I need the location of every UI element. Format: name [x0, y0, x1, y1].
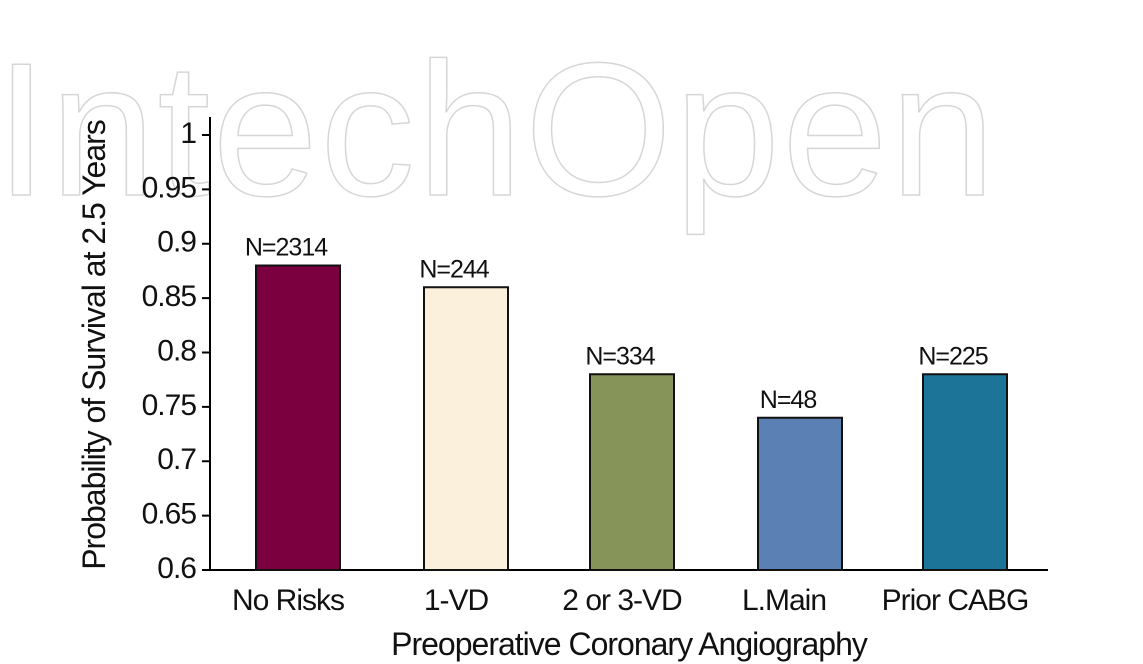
bar: [922, 373, 1008, 571]
watermark: IntechOpen: [0, 24, 997, 236]
bar: [255, 264, 341, 571]
y-tick-label: 0.65: [142, 498, 197, 531]
bar: [757, 416, 843, 571]
bar-annotation: N=244: [419, 255, 489, 283]
x-tick-label: No Risks: [232, 584, 344, 617]
bar: [589, 373, 675, 571]
bar-annotation: N=2314: [245, 234, 328, 262]
x-tick-label: Prior CABG: [882, 584, 1029, 617]
y-tick-label: 1: [180, 117, 196, 150]
x-tick-label: 1-VD: [424, 584, 489, 617]
x-tick-label: L.Main: [742, 584, 826, 617]
x-tick-label: 2 or 3-VD: [562, 584, 682, 617]
y-tick-label: 0.9: [157, 226, 196, 259]
bar: [423, 286, 509, 571]
bar-annotation: N=225: [918, 342, 987, 370]
y-axis-title: Probability of Survival at 2.5 Years: [76, 120, 112, 570]
y-tick-label: 0.6: [157, 552, 196, 585]
x-axis-title: Preoperative Coronary Angiography: [391, 626, 868, 662]
y-tick-label: 0.85: [142, 280, 197, 313]
bar-annotation: N=334: [585, 342, 655, 370]
y-tick-label: 0.95: [142, 171, 197, 204]
y-tick-label: 0.8: [157, 334, 196, 367]
y-tick-label: 0.75: [142, 389, 197, 422]
y-tick-label: 0.7: [157, 443, 196, 476]
bar-annotation: N=48: [760, 386, 817, 414]
